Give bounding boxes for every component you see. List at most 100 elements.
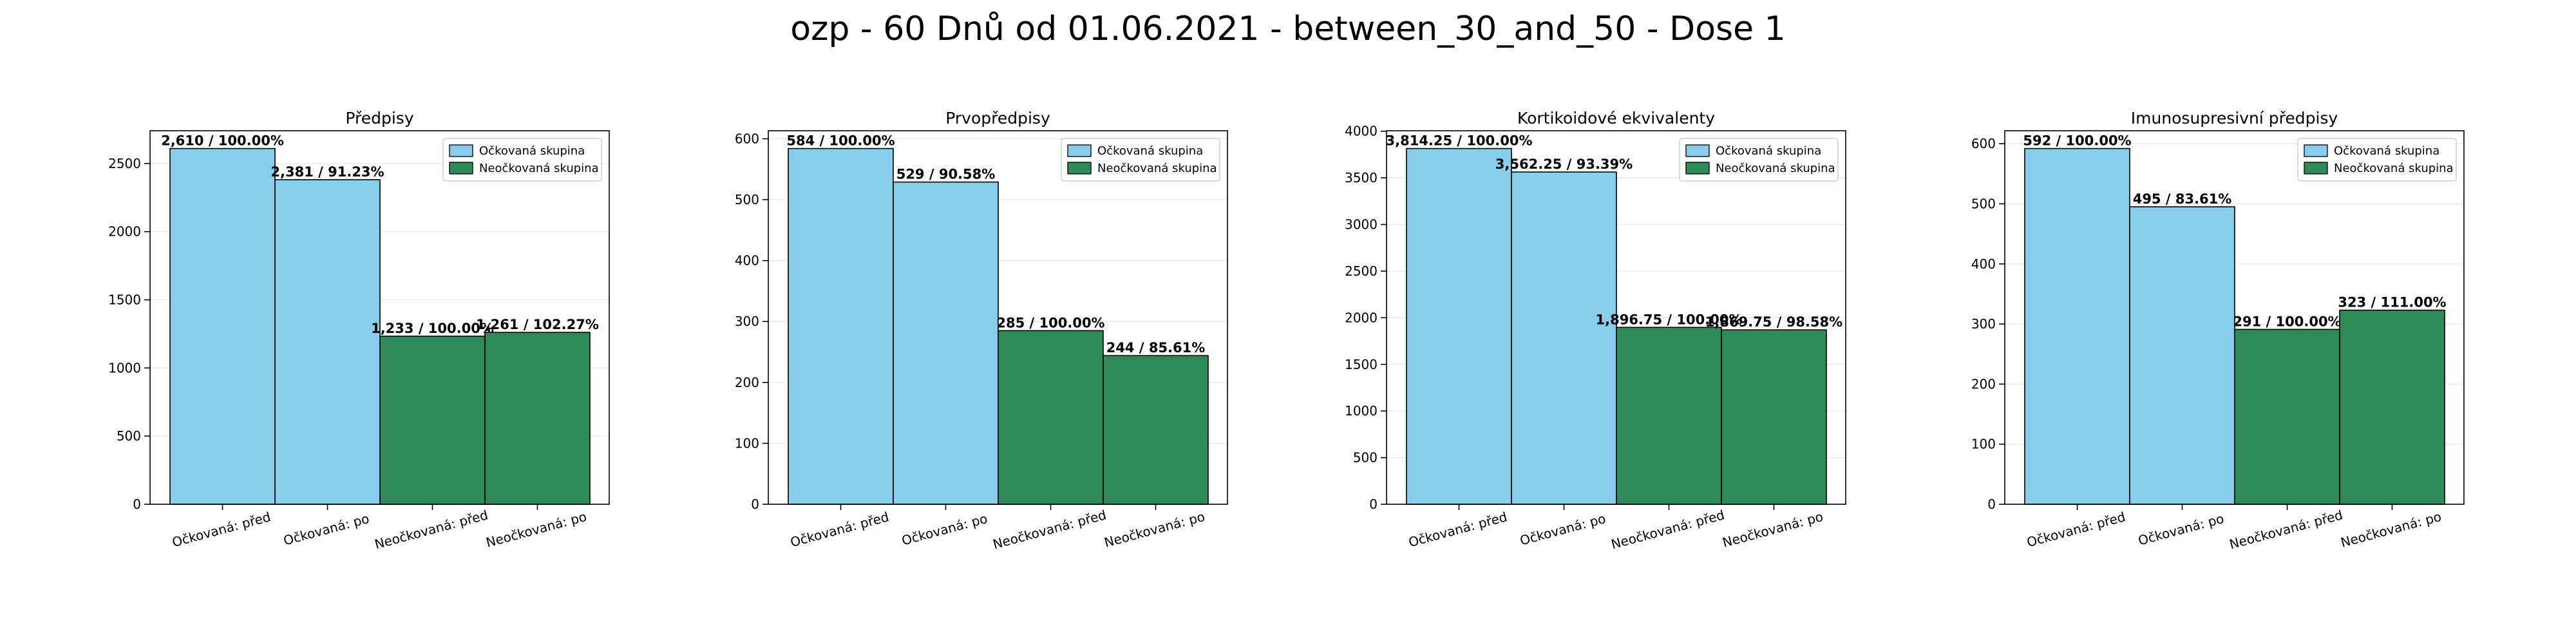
y-tick-label: 1500 (1345, 357, 1378, 372)
y-tick-label: 2500 (1345, 263, 1378, 279)
y-tick-label: 200 (735, 375, 759, 390)
bar (2339, 309, 2445, 505)
legend-swatch (449, 144, 473, 157)
bar (2129, 206, 2235, 505)
x-tick-label: Očkovaná: před (171, 509, 272, 550)
y-tick-label: 300 (1971, 316, 1996, 332)
data-label: 285 / 100.00% (996, 315, 1104, 330)
x-tick-label: Neočkovaná: po (484, 509, 588, 551)
y-tick-label: 2000 (1345, 310, 1378, 325)
legend (442, 138, 602, 182)
y-tick-label: 2500 (108, 156, 141, 171)
y-tick-label: 0 (1987, 497, 1996, 512)
x-tick-label: Neočkovaná: po (1103, 509, 1206, 551)
data-label: 1,233 / 100.00% (371, 321, 494, 336)
y-tick-label: 500 (1971, 196, 1996, 211)
bar (2234, 328, 2340, 505)
y-tick-label: 4000 (1345, 124, 1378, 139)
bar (2024, 147, 2130, 505)
y-tick-label: 0 (751, 497, 759, 512)
bar (893, 181, 999, 505)
bar (1511, 171, 1617, 505)
legend-label: Neočkovaná skupina (1097, 162, 1217, 175)
legend-swatch (1067, 144, 1092, 157)
y-tick-label: 0 (133, 497, 141, 512)
x-tick-label: Neočkovaná: po (2339, 509, 2443, 551)
y-tick-label: 3000 (1345, 217, 1378, 232)
legend-swatch (2304, 144, 2328, 157)
bar (169, 147, 276, 505)
y-tick-label: 500 (1353, 450, 1378, 466)
x-tick-label: Neočkovaná: před (373, 507, 489, 552)
bar (1103, 355, 1209, 505)
x-tick-label: Očkovaná: před (789, 509, 891, 550)
y-tick-label: 500 (735, 192, 759, 207)
bar (379, 336, 486, 505)
chart-panel: 0 100 200 300 400 500 600 Očkovaná: před 592 / 1… (1971, 109, 2465, 552)
chart-panel: 0 100 200 300 400 500 600 Očkovaná: před 584 / 1… (735, 109, 1228, 552)
y-tick-label: 100 (1971, 437, 1996, 452)
chart-title: Prvopředpisy (945, 109, 1050, 128)
data-label: 3,814.25 / 100.00% (1386, 133, 1533, 149)
bar (998, 330, 1104, 505)
x-tick-label: Neočkovaná: před (2228, 507, 2344, 552)
y-tick-label: 200 (1971, 376, 1996, 392)
x-tick-label: Očkovaná: po (900, 511, 989, 549)
y-tick-label: 2000 (108, 224, 141, 240)
bar (1616, 327, 1722, 505)
y-tick-label: 1000 (108, 360, 141, 375)
data-label: 2,610 / 100.00% (161, 133, 284, 149)
legend-label: Neočkovaná skupina (2334, 162, 2454, 175)
axes-frame (1386, 130, 1846, 505)
x-tick-label: Očkovaná: po (281, 511, 370, 549)
data-label: 529 / 90.58% (896, 167, 996, 182)
legend (1061, 138, 1220, 182)
chart-panel: 0 500 1000 1500 2000 2500 Očkovaná: před 2,610 … (108, 109, 610, 552)
chart-title: Předpisy (345, 109, 413, 128)
x-tick-label: Očkovaná: po (1518, 511, 1607, 549)
data-label: 592 / 100.00% (2023, 133, 2131, 149)
y-tick-label: 600 (1971, 136, 1996, 151)
x-tick-label: Očkovaná: před (1407, 509, 1509, 550)
bar (788, 147, 894, 505)
x-tick-label: Očkovaná: před (2025, 509, 2127, 550)
bar (1406, 147, 1512, 505)
x-tick-label: Neočkovaná: před (991, 507, 1108, 552)
bar (484, 332, 591, 505)
data-label: 3,562.25 / 93.39% (1495, 156, 1633, 172)
x-tick-label: Neočkovaná: po (1721, 509, 1824, 551)
y-tick-label: 600 (735, 131, 759, 146)
x-tick-label: Neočkovaná: před (1609, 507, 1726, 552)
y-tick-label: 300 (735, 314, 759, 329)
legend-swatch (1067, 162, 1092, 175)
legend (1679, 138, 1839, 182)
legend-label: Očkovaná skupina (1716, 144, 1821, 158)
data-label: 584 / 100.00% (786, 133, 895, 149)
axes-frame (2004, 130, 2465, 505)
y-tick-label: 400 (735, 253, 759, 269)
chart-title: Imunosupresivní předpisy (2131, 109, 2338, 128)
legend-swatch (1685, 144, 1710, 157)
legend-label: Očkovaná skupina (479, 144, 585, 158)
bar (274, 179, 381, 505)
axes-frame (149, 130, 610, 505)
data-label: 291 / 100.00% (2233, 314, 2341, 329)
legend (2297, 138, 2457, 182)
legend-swatch (1685, 162, 1710, 175)
y-tick-label: 500 (117, 428, 141, 444)
legend-swatch (449, 162, 473, 175)
y-tick-label: 3500 (1345, 170, 1378, 185)
legend-label: Neočkovaná skupina (1716, 162, 1835, 175)
legend-swatch (2304, 162, 2328, 175)
y-tick-label: 0 (1369, 497, 1378, 512)
data-label: 1,869.75 / 98.58% (1705, 314, 1842, 330)
data-label: 1,896.75 / 100.00% (1596, 312, 1743, 327)
data-label: 2,381 / 91.23% (270, 164, 384, 180)
legend-label: Neočkovaná skupina (479, 162, 599, 175)
axes-frame (768, 130, 1228, 505)
legend-label: Očkovaná skupina (2334, 144, 2439, 158)
data-label: 323 / 111.00% (2338, 295, 2446, 310)
data-label: 495 / 83.61% (2133, 191, 2232, 207)
